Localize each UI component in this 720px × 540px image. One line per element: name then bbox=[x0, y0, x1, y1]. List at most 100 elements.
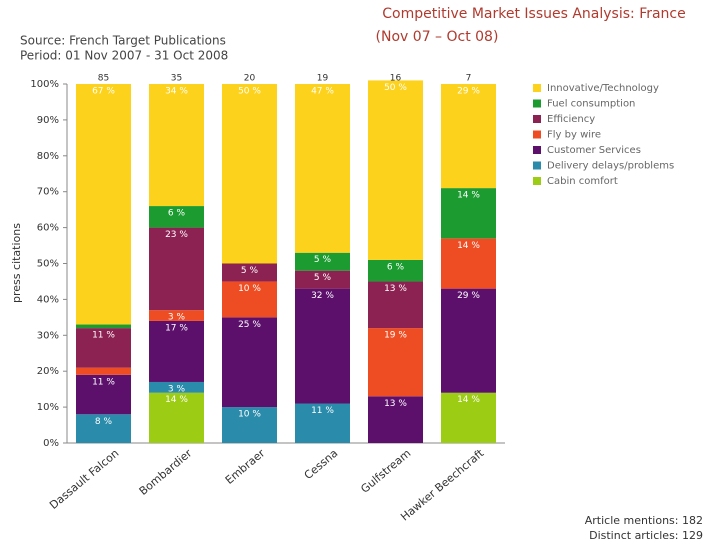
value-label: 50 % bbox=[238, 87, 261, 97]
value-label: 11 % bbox=[311, 406, 334, 416]
y-tick-label: 10% bbox=[37, 402, 59, 413]
footer: Distinct articles: 129 bbox=[589, 529, 703, 540]
legend-label: Innovative/Technology bbox=[547, 83, 659, 94]
legend-swatch bbox=[533, 99, 541, 108]
legend-label: Fuel consumption bbox=[547, 99, 635, 110]
bar-segment bbox=[368, 281, 423, 329]
x-tick-label: Bombardier bbox=[137, 446, 195, 498]
value-label: 10 % bbox=[238, 284, 261, 294]
legend-swatch bbox=[533, 115, 541, 123]
x-tick-label: Gulfstream bbox=[358, 447, 413, 496]
legend-swatch bbox=[533, 84, 541, 92]
count-label: 20 bbox=[244, 74, 256, 84]
source: Source: French Target Publications bbox=[20, 34, 226, 48]
legend-label: Customer Services bbox=[547, 145, 641, 156]
y-tick-label: 100% bbox=[30, 79, 59, 90]
legend-label: Fly by wire bbox=[547, 130, 601, 141]
bar-segment bbox=[368, 80, 423, 260]
legend-swatch bbox=[533, 161, 541, 170]
value-label: 47 % bbox=[311, 87, 334, 97]
bar-segment bbox=[76, 84, 131, 325]
bar-segment bbox=[149, 206, 204, 228]
bar-segment bbox=[441, 84, 496, 189]
value-label: 23 % bbox=[165, 230, 188, 240]
bar-segment bbox=[295, 270, 350, 289]
value-label: 14 % bbox=[457, 395, 480, 405]
x-tick-label: Dassault Falcon bbox=[47, 447, 121, 512]
value-label: 11 % bbox=[92, 331, 115, 341]
bar-segment bbox=[149, 392, 204, 443]
value-label: 17 % bbox=[165, 323, 188, 333]
bar-segment bbox=[295, 252, 350, 271]
bar-segment bbox=[149, 227, 204, 311]
y-tick-label: 80% bbox=[37, 151, 59, 162]
bar-segment bbox=[368, 259, 423, 282]
value-label: 14 % bbox=[457, 191, 480, 201]
value-label: 11 % bbox=[92, 377, 115, 387]
value-label: 14 % bbox=[457, 241, 480, 251]
value-label: 19 % bbox=[384, 331, 407, 341]
count-label: 85 bbox=[98, 74, 109, 84]
bar-segment bbox=[368, 328, 423, 397]
bar-segment bbox=[441, 238, 496, 289]
bar-segment bbox=[441, 392, 496, 443]
y-tick-label: 40% bbox=[37, 294, 59, 305]
bar-segment bbox=[149, 381, 204, 393]
x-tick-label: Cessna bbox=[302, 447, 341, 482]
bar-segment bbox=[222, 84, 277, 264]
bar-segment bbox=[76, 374, 131, 415]
count-label: 16 bbox=[390, 74, 402, 84]
bar-segment bbox=[295, 403, 350, 443]
value-label: 25 % bbox=[238, 320, 261, 330]
legend-swatch bbox=[533, 177, 541, 185]
value-label: 67 % bbox=[92, 87, 115, 97]
bar-segment bbox=[76, 367, 131, 375]
value-label: 50 % bbox=[384, 83, 407, 93]
bar-segment bbox=[76, 328, 131, 368]
count-label: 19 bbox=[317, 74, 329, 84]
bar-segment bbox=[295, 84, 350, 253]
value-label: 29 % bbox=[457, 87, 480, 97]
value-label: 13 % bbox=[384, 399, 407, 409]
bar-segment bbox=[441, 288, 496, 393]
legend-label: Delivery delays/problems bbox=[547, 161, 674, 172]
bar-segment bbox=[368, 396, 423, 443]
bar-segment bbox=[149, 84, 204, 207]
bar-segment bbox=[149, 310, 204, 321]
bar-segment bbox=[76, 324, 131, 329]
value-label: 29 % bbox=[457, 291, 480, 301]
value-label: 5 % bbox=[314, 273, 332, 283]
legend-swatch bbox=[533, 146, 541, 154]
y-tick-label: 60% bbox=[37, 223, 59, 234]
footer: Article mentions: 182 bbox=[585, 514, 703, 527]
value-label: 14 % bbox=[165, 395, 188, 405]
value-label: 6 % bbox=[168, 209, 186, 219]
value-label: 8 % bbox=[95, 417, 113, 427]
legend-label: Cabin comfort bbox=[547, 176, 618, 187]
value-label: 34 % bbox=[165, 87, 188, 97]
value-label: 13 % bbox=[384, 284, 407, 294]
period: Period: 01 Nov 2007 - 31 Oct 2008 bbox=[20, 49, 228, 63]
y-tick-label: 70% bbox=[37, 187, 59, 198]
value-label: 5 % bbox=[241, 266, 259, 276]
bar-segment bbox=[222, 317, 277, 408]
legend-label: Efficiency bbox=[547, 114, 595, 125]
y-axis-label: press citations bbox=[10, 223, 23, 303]
value-label: 3 % bbox=[168, 384, 186, 394]
bar-segment bbox=[222, 281, 277, 318]
count-label: 35 bbox=[171, 74, 182, 84]
chart-subtitle: (Nov 07 – Oct 08) bbox=[376, 29, 499, 45]
value-label: 5 % bbox=[314, 255, 332, 265]
count-label: 7 bbox=[466, 74, 472, 84]
y-tick-label: 20% bbox=[37, 366, 59, 377]
y-tick-label: 90% bbox=[37, 115, 59, 126]
bar-segment bbox=[222, 407, 277, 443]
value-label: 3 % bbox=[168, 313, 186, 323]
bar-segment bbox=[441, 188, 496, 239]
y-tick-label: 30% bbox=[37, 330, 59, 341]
bar-segment bbox=[76, 414, 131, 443]
legend-swatch bbox=[533, 130, 541, 139]
bar-segment bbox=[149, 320, 204, 382]
bar-segment bbox=[295, 288, 350, 404]
